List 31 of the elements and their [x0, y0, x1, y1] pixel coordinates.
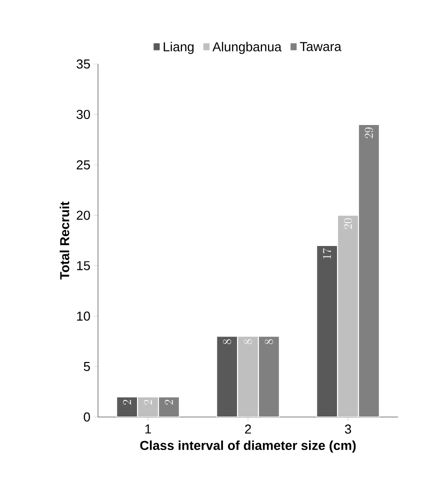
- legend-label: Liang: [164, 42, 194, 54]
- data-label: 17: [322, 248, 332, 259]
- x-tick-label: 1: [145, 424, 151, 434]
- data-label: 20: [344, 218, 352, 229]
- y-tick-label: 0: [84, 412, 90, 422]
- y-tick-label: 15: [77, 261, 90, 270]
- x-axis-title: Class interval of diameter size (cm): [140, 440, 356, 453]
- y-tick-label: 20: [76, 210, 90, 220]
- bar: [237, 336, 259, 417]
- bar: [258, 336, 280, 417]
- data-label: 8: [264, 339, 274, 344]
- legend-label: Tawara: [300, 42, 342, 52]
- data-label: 2: [122, 400, 131, 405]
- y-tick-label: 5: [84, 362, 90, 372]
- data-label: 2: [164, 400, 173, 405]
- y-axis-title: Total Recruit: [60, 202, 70, 280]
- y-tick-label: 35: [76, 59, 90, 69]
- data-label: 2: [144, 400, 152, 405]
- bar: [337, 214, 359, 417]
- y-tick-label: 10: [77, 312, 90, 321]
- bar: [216, 336, 238, 417]
- x-tick-label: 3: [344, 424, 352, 434]
- y-tick-label: 30: [76, 110, 90, 120]
- x-tick-label: 2: [245, 424, 251, 434]
- y-tick-label: 25: [76, 160, 90, 170]
- data-label: 8: [222, 339, 232, 344]
- bar: [358, 124, 380, 417]
- data-label: 8: [244, 339, 252, 344]
- bar: [316, 245, 338, 417]
- data-label: 29: [364, 128, 374, 138]
- legend-label: Alungbanua: [212, 42, 282, 54]
